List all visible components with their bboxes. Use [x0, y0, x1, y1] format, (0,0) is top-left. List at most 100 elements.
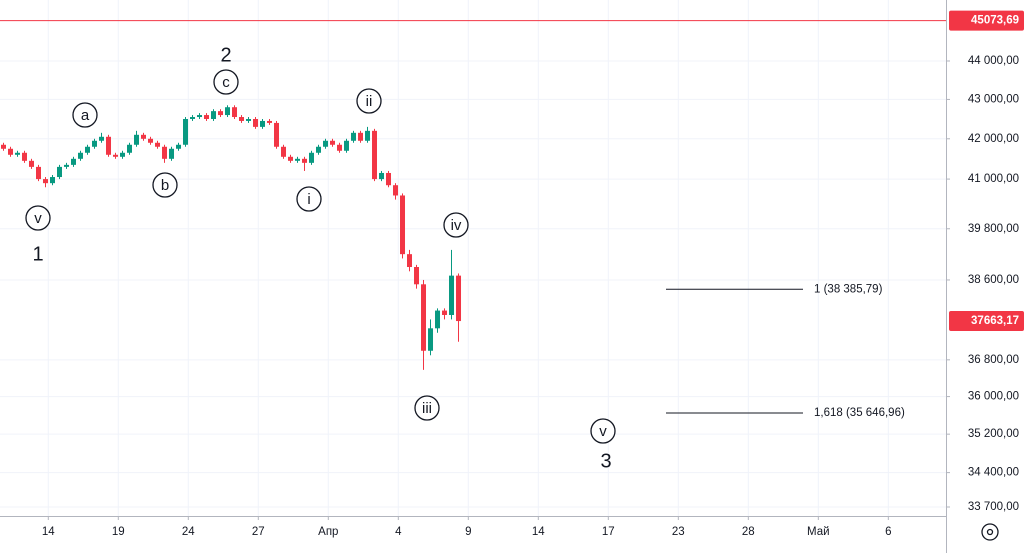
candle-body	[449, 275, 455, 315]
y-tick-label: 41 000,00	[968, 173, 1019, 185]
candle-body	[435, 310, 441, 329]
wave-label: ii	[366, 93, 373, 110]
candle-body	[302, 158, 308, 163]
candle-body	[225, 107, 231, 116]
candle-body	[274, 122, 280, 147]
x-tick-label: 14	[42, 526, 55, 538]
candle-body	[309, 152, 315, 163]
candle-body	[267, 120, 273, 123]
y-tick-label: 36 000,00	[968, 391, 1019, 403]
candle-body	[246, 118, 252, 121]
wave-circle	[414, 395, 440, 421]
candle-body	[295, 158, 301, 161]
wave-label: a	[81, 107, 90, 124]
candle-body	[176, 144, 182, 149]
candle-body	[260, 120, 266, 127]
wave-circle	[213, 69, 239, 95]
candle-body	[372, 130, 378, 180]
wave-label: v	[599, 423, 607, 440]
candle-body	[50, 177, 56, 184]
candle-body	[239, 117, 245, 121]
y-tick-label: 35 200,00	[968, 428, 1019, 440]
x-tick-label: Май	[807, 526, 830, 538]
candle-body	[36, 166, 42, 180]
wave-label: 3	[600, 450, 611, 472]
candle-body	[134, 134, 140, 145]
candle-body	[197, 115, 203, 118]
x-tick-label: 6	[885, 526, 891, 538]
price-label: 45073,69	[971, 15, 1019, 27]
candle-body	[281, 146, 287, 157]
candle-body	[85, 146, 91, 153]
wave-circle	[443, 212, 469, 238]
wave-circle	[152, 172, 178, 198]
candle-body	[204, 115, 210, 119]
candle-body	[43, 179, 49, 184]
candle-body	[78, 152, 84, 159]
price-label: 37663,17	[971, 315, 1019, 327]
price-label-box	[949, 10, 1024, 31]
candle-body	[407, 254, 413, 268]
candle-body	[15, 152, 21, 155]
candle-body	[323, 140, 329, 147]
candle-body	[120, 152, 126, 157]
candle-body	[414, 267, 420, 285]
candle-body	[113, 154, 119, 157]
x-tick-label: 19	[112, 526, 125, 538]
candle-body	[1, 144, 7, 149]
x-tick-label: 24	[182, 526, 195, 538]
candle-body	[106, 136, 112, 155]
y-tick-label: 36 800,00	[968, 354, 1019, 366]
candle-body	[351, 132, 357, 141]
x-tick-label: 28	[742, 526, 755, 538]
candle-body	[169, 148, 175, 159]
wave-label: 2	[220, 44, 231, 66]
wave-circle	[25, 205, 51, 231]
candle-body	[218, 111, 224, 116]
settings-icon[interactable]	[981, 523, 999, 541]
candle-body	[57, 166, 63, 178]
candle-body	[22, 152, 28, 161]
wave-circle	[590, 418, 616, 444]
candle-body	[316, 146, 322, 153]
settings-button[interactable]	[981, 523, 999, 541]
y-tick-label: 44 000,00	[968, 55, 1019, 67]
y-tick-label: 43 000,00	[968, 93, 1019, 105]
settings-icon-center	[986, 528, 994, 536]
wave-label: 1	[32, 243, 43, 265]
candle-body	[365, 130, 371, 141]
candle-body	[253, 118, 259, 127]
candle-body	[358, 132, 364, 141]
candle-body	[162, 146, 168, 159]
candle-body	[379, 172, 385, 180]
candle-body	[400, 195, 406, 255]
candle-body	[442, 310, 448, 315]
x-tick-label: 4	[395, 526, 402, 538]
fib-level-label: 1,618 (35 646,96)	[814, 407, 905, 419]
wave-label: c	[222, 74, 230, 91]
fib-level-label: 1 (38 385,79)	[814, 283, 883, 295]
candle-body	[190, 117, 196, 119]
y-tick-label: 34 400,00	[968, 467, 1019, 479]
wave-label: v	[34, 210, 42, 227]
x-tick-label: 9	[465, 526, 471, 538]
candle-body	[288, 156, 294, 161]
candle-body	[337, 144, 343, 151]
candle-body	[141, 134, 147, 139]
candle-body	[71, 158, 77, 165]
candle-body	[148, 138, 154, 143]
candle-body	[92, 140, 98, 147]
candle-body	[232, 107, 238, 118]
wave-label: iii	[422, 400, 432, 417]
y-tick-label: 33 700,00	[968, 501, 1019, 513]
candle-body	[99, 136, 105, 141]
wave-circle	[356, 88, 382, 114]
y-tick-label: 39 800,00	[968, 223, 1019, 235]
candle-body	[386, 172, 392, 186]
candle-body	[183, 118, 189, 145]
candle-body	[211, 111, 217, 119]
x-tick-label: 23	[672, 526, 685, 538]
wave-circle	[296, 186, 322, 212]
candle-body	[64, 164, 70, 167]
y-tick-label: 42 000,00	[968, 133, 1019, 145]
